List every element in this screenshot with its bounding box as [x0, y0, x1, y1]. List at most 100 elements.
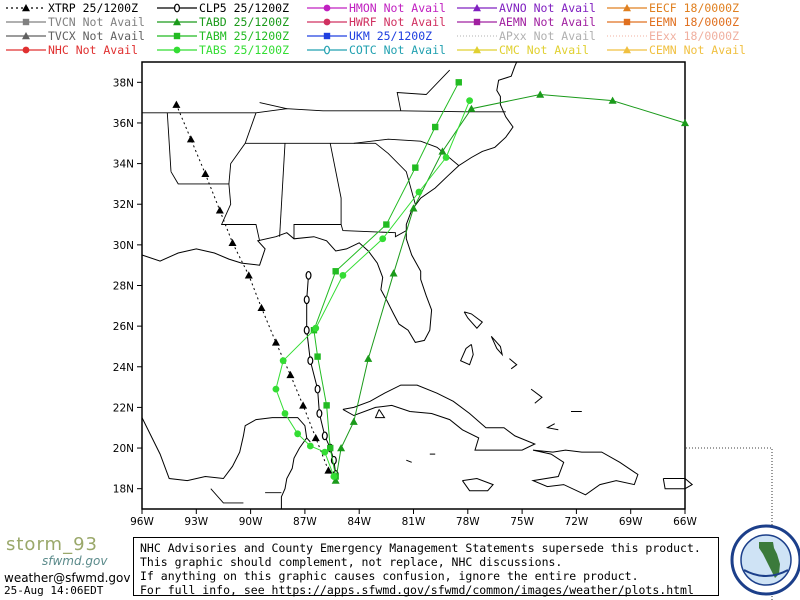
legend-marker	[623, 4, 631, 12]
lat-tick-label: 28N	[113, 281, 134, 293]
legend-item-cotc: COTC Not Avail	[303, 43, 453, 57]
track-point	[316, 409, 323, 418]
lat-tick-label: 24N	[113, 362, 134, 374]
legend-item-apxx: APxx Not Avail	[453, 29, 603, 43]
track-point	[608, 96, 617, 104]
track-xtrp	[172, 100, 333, 474]
legend-swatch	[6, 4, 46, 12]
legend-label: CLP5 25/1200Z	[199, 1, 290, 15]
border-segment	[228, 112, 257, 184]
legend-item-nhc: NHC Not Avail	[2, 43, 152, 57]
track-point	[389, 269, 398, 277]
legend-item-ukm: UKM 25/1200Z	[303, 29, 453, 43]
track-point	[379, 235, 387, 243]
coastline-segment	[490, 335, 504, 357]
track-point	[321, 448, 329, 456]
legend-item-eexx: EExx 18/0000Z	[603, 29, 753, 43]
track-line	[335, 93, 686, 481]
track-point	[257, 303, 266, 312]
track-point	[306, 442, 314, 450]
legend-label: UKM 25/1200Z	[349, 29, 433, 43]
track-point	[331, 476, 340, 484]
legend-swatch	[457, 35, 497, 37]
legend-item-tabs: TABS 25/1200Z	[153, 43, 303, 57]
notice-line: NHC Advisories and County Emergency Mana…	[140, 541, 701, 555]
track-point	[364, 354, 373, 362]
track-point	[311, 433, 320, 442]
legend-item-cmc: CMC Not Avail	[453, 43, 603, 57]
track-point	[272, 385, 280, 393]
track-point	[327, 444, 334, 452]
legend-marker	[22, 4, 30, 12]
track-point	[294, 430, 302, 438]
track-point	[286, 370, 295, 379]
track-point	[339, 271, 347, 279]
legend-label: TABD 25/1200Z	[199, 15, 290, 29]
track-point	[279, 357, 287, 365]
coastline-segment	[463, 311, 484, 329]
contact-email[interactable]: weather@sfwmd.gov	[4, 571, 131, 585]
legend-swatch	[157, 46, 197, 54]
legend-label: CMC Not Avail	[499, 43, 590, 57]
legend-item-tabd: TABD 25/1200Z	[153, 15, 303, 29]
track-point	[172, 100, 181, 108]
track-line	[313, 82, 460, 477]
storm-logo: storm_93 sfwmd.gov	[2, 534, 128, 576]
notice-link[interactable]: For full info, see https://apps.sfwmd.go…	[140, 583, 694, 597]
lat-tick-label: 26N	[113, 321, 134, 333]
legend-marker	[623, 46, 631, 54]
lon-tick-label: 96W	[130, 516, 154, 528]
legend-label: APxx Not Avail	[499, 29, 596, 43]
lon-tick-label: 87W	[293, 516, 317, 528]
legend-item-tvcx: TVCX Not Avail	[2, 29, 152, 43]
coastline-segment	[530, 388, 543, 404]
legend-marker	[323, 4, 331, 12]
lat-tick-label: 20N	[113, 443, 134, 455]
legend-label: TVCX Not Avail	[48, 29, 145, 43]
legend-item-tabm: TABM 25/1200Z	[153, 29, 303, 43]
legend-label: TABM 25/1200Z	[199, 29, 290, 43]
track-point	[536, 90, 545, 98]
border-segment	[340, 224, 407, 238]
track-point	[681, 118, 689, 127]
legend-item-cemn: CEMN Not Avail	[603, 43, 753, 57]
legend-swatch	[457, 46, 497, 54]
track-point	[324, 466, 333, 474]
legend-item-hwrf: HWRF Not Avail	[303, 15, 453, 29]
legend-marker	[473, 46, 481, 54]
lat-tick-label: 32N	[113, 199, 134, 211]
legend-marker	[473, 4, 481, 12]
lon-tick-label: 78W	[456, 516, 480, 528]
track-point	[312, 324, 320, 332]
track-point	[409, 204, 418, 212]
track-point	[305, 270, 312, 280]
lat-tick-label: 38N	[113, 77, 134, 89]
legend-item-eecf: EECF 18/0000Z	[603, 1, 753, 15]
legend-label: COTC Not Avail	[349, 43, 446, 57]
notice-line: This graphic should complement, not repl…	[140, 555, 563, 569]
sfwmd-seal	[730, 524, 800, 596]
legend-swatch	[607, 18, 647, 26]
track-point	[281, 410, 289, 417]
legend-item-eemn: EEMN 18/0000Z	[603, 15, 753, 29]
legend-marker	[22, 46, 30, 54]
lon-tick-label: 72W	[565, 516, 589, 528]
track-point	[303, 295, 310, 305]
border-segment	[396, 69, 451, 111]
coastline-segment	[406, 459, 412, 463]
track-point	[314, 384, 321, 394]
track-point	[332, 268, 339, 275]
coastline-segment	[306, 437, 311, 443]
legend-marker	[324, 45, 331, 55]
legend-swatch	[157, 32, 197, 40]
lat-tick-label: 18N	[113, 484, 134, 496]
track-point	[215, 206, 224, 214]
border-segment	[293, 143, 342, 239]
track-tabd	[331, 90, 689, 484]
legend-swatch	[307, 18, 347, 26]
track-point	[467, 104, 476, 112]
legend-swatch	[607, 4, 647, 12]
border-segment	[170, 171, 261, 241]
legend-item-tvcn: TVCN Not Avail	[2, 15, 152, 29]
